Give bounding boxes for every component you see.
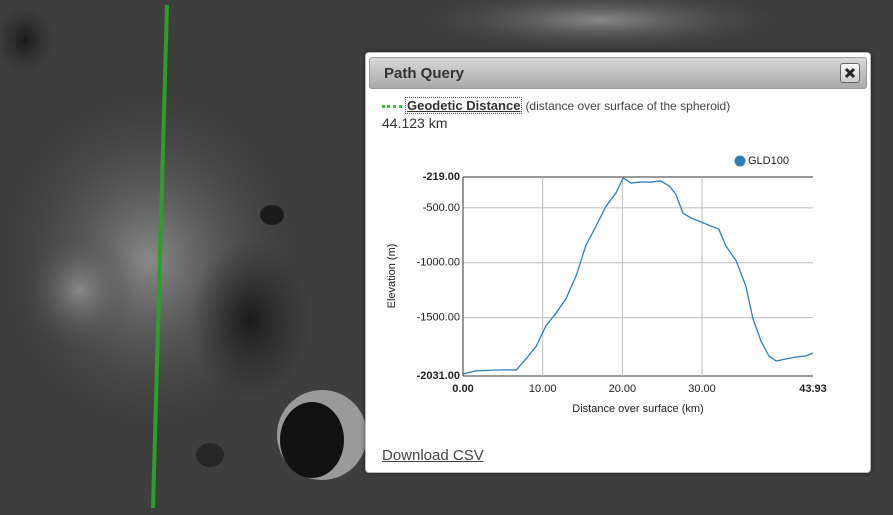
close-button[interactable] [840,63,860,83]
crater [196,443,224,467]
data-line [462,177,814,375]
terrain [190,240,310,400]
measure-label[interactable]: Geodetic Distance [405,97,523,114]
legend-label: GLD100 [748,155,789,167]
crater [280,402,344,478]
x-tick-label: 0.00 [452,383,473,395]
y-tick-label: -1000.00 [417,257,460,269]
y-tick-label: -2031.00 [417,370,460,382]
x-tick-label: 30.00 [688,383,716,395]
y-tick-label: -219.00 [423,171,460,183]
x-tick-label: 10.00 [529,383,557,395]
chart: Elevation (m) Distance over surface (km)… [386,155,827,415]
y-tick-label: -500.00 [423,202,460,214]
legend-swatch [382,105,402,109]
measure-row: Geodetic Distance (distance over surface … [382,97,731,114]
crater [0,5,55,75]
y-axis-label: Elevation (m) [386,244,398,309]
measure-note: (distance over surface of the spheroid) [525,99,731,113]
x-tick-label: 43.93 [799,383,827,395]
y-tick-label: -1500.00 [417,312,460,324]
x-tick-label: 20.00 [609,383,637,395]
crater [260,205,284,225]
legend-marker [734,155,746,167]
panel-title: Path Query [384,65,465,82]
terrain [420,0,780,50]
close-icon [844,67,856,79]
terrain [25,230,135,350]
path-line [151,4,169,509]
path-query-panel: Path Query Geodetic Distance (distance ov… [365,52,871,473]
x-axis-label: Distance over surface (km) [572,403,703,415]
distance-value: 44.123 km [382,115,448,131]
panel-header: Path Query [369,57,867,89]
download-link[interactable]: Download CSV [382,447,484,464]
